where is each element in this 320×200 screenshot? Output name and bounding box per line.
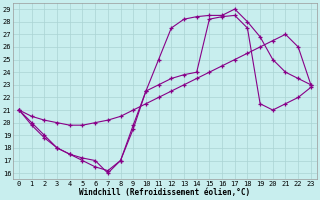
X-axis label: Windchill (Refroidissement éolien,°C): Windchill (Refroidissement éolien,°C) bbox=[79, 188, 251, 197]
